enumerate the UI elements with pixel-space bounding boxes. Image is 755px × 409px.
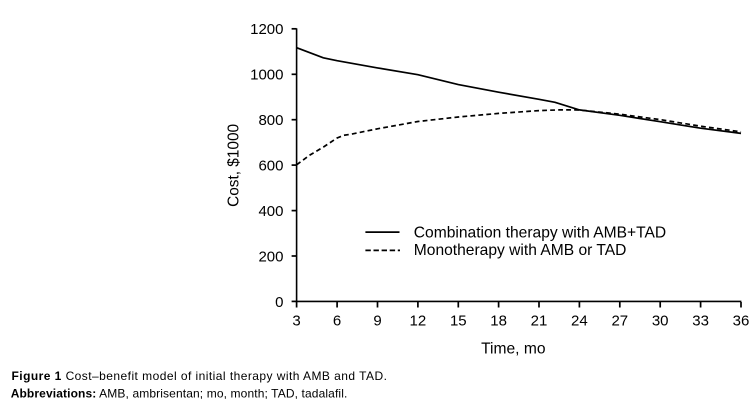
- svg-text:200: 200: [258, 248, 283, 265]
- svg-text:800: 800: [258, 112, 283, 129]
- svg-text:Cost, $1000: Cost, $1000: [226, 124, 243, 207]
- svg-text:1000: 1000: [250, 67, 283, 84]
- svg-text:30: 30: [652, 312, 669, 329]
- svg-text:15: 15: [450, 312, 467, 329]
- svg-text:9: 9: [373, 312, 381, 329]
- svg-text:6: 6: [333, 312, 341, 329]
- svg-text:600: 600: [258, 158, 283, 175]
- svg-text:3: 3: [292, 312, 300, 329]
- svg-text:Monotherapy with AMB or TAD: Monotherapy with AMB or TAD: [414, 242, 627, 259]
- svg-text:Figure 1 Cost–benefit model of: Figure 1 Cost–benefit model of initial t…: [12, 369, 388, 383]
- svg-text:400: 400: [258, 203, 283, 220]
- svg-text:18: 18: [490, 312, 507, 329]
- svg-text:12: 12: [410, 312, 427, 329]
- svg-text:Time, mo: Time, mo: [481, 340, 546, 357]
- svg-text:Combination therapy with AMB+T: Combination therapy with AMB+TAD: [414, 224, 666, 241]
- svg-text:0: 0: [275, 294, 283, 311]
- svg-text:36: 36: [733, 312, 750, 329]
- svg-text:Abbreviations: AMB, ambrisenta: Abbreviations: AMB, ambrisentan; mo, mon…: [11, 387, 348, 401]
- svg-text:21: 21: [531, 312, 548, 329]
- svg-text:27: 27: [611, 312, 628, 329]
- svg-text:24: 24: [571, 312, 588, 329]
- svg-text:33: 33: [692, 312, 709, 329]
- svg-text:1200: 1200: [250, 21, 283, 38]
